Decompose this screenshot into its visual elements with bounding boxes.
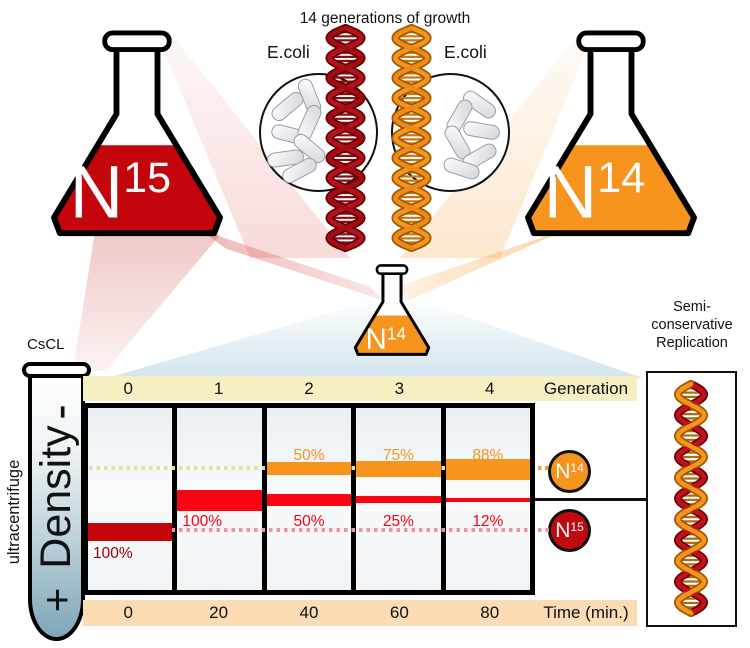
hybrid-band: [177, 490, 262, 511]
dna-helix-n14-icon: [391, 24, 432, 252]
generation-value: 0: [123, 378, 133, 398]
generation-column-2: 50% 50%: [266, 408, 352, 590]
generation-row-label: Generation: [543, 378, 629, 398]
n14-badge: N 14: [548, 450, 591, 493]
dna-helix-n15-icon: [325, 24, 366, 252]
band-percentage: 88%: [472, 447, 504, 464]
generation-value: 3: [394, 378, 405, 398]
band-percentage: 100%: [93, 545, 133, 562]
density-axis-label: Density: [32, 425, 80, 569]
time-value: 20: [209, 603, 229, 622]
centrifuge-tube-rim: [22, 362, 91, 378]
flask-small-n14: N14: [353, 264, 431, 356]
band-percentage: 50%: [293, 513, 325, 530]
n15-density-dotted-line: [89, 528, 529, 532]
generation-value: 4: [485, 378, 495, 398]
hybrid-band-connector-line: [535, 498, 646, 501]
generation-value: 1: [213, 378, 224, 398]
n15-density-dotted-line: [538, 528, 549, 532]
centrifuge-results-chart: 100% 100% 50% 50% 75% 25% 88% 12%: [83, 403, 535, 595]
flask-n15: N15: [51, 30, 223, 237]
generation-row: 0 1 2 3 4 Generation: [83, 376, 637, 401]
generation-column-1: 100%: [177, 408, 262, 590]
time-value: 0: [123, 603, 133, 622]
time-row: 0 20 40 60 80 Time (min.): [83, 600, 637, 626]
band-percentage: 75%: [382, 447, 414, 464]
n14-light-band: [266, 462, 352, 475]
dna-helix-hybrid-icon: [673, 380, 709, 617]
diagram-title: 14 generations of growth: [299, 10, 471, 27]
density-plus-sign: +: [33, 587, 80, 613]
n14-light-band: [445, 459, 531, 480]
flask-n14: N14: [525, 30, 697, 237]
hybrid-band: [266, 494, 352, 506]
time-value: 40: [299, 603, 319, 622]
band-percentage: 12%: [472, 513, 504, 530]
flask-small-n14-label: N14: [366, 323, 407, 356]
n15-heavy-band: [88, 523, 173, 541]
column-divider: [261, 408, 267, 590]
time-value: 80: [480, 603, 500, 622]
generation-value: 2: [304, 378, 314, 398]
flask-n15-label: N15: [70, 151, 171, 234]
semi-conservative-box: [646, 371, 737, 627]
hybrid-band: [445, 498, 531, 502]
ecoli-label-right: E.coli: [444, 42, 487, 62]
bacterium-icon: [461, 119, 502, 142]
column-divider: [440, 408, 446, 590]
column-divider: [172, 408, 178, 590]
generation-column-3: 75% 25%: [356, 408, 441, 590]
time-value: 60: [389, 603, 409, 622]
n14-light-band: [356, 461, 441, 477]
generation-column-0: 100%: [88, 408, 173, 590]
ecoli-label-left: E.coli: [267, 42, 310, 62]
time-row-label: Time (min.): [543, 603, 629, 622]
column-divider: [351, 408, 357, 590]
semi-conservative-caption: Semi- conservative Replication: [651, 299, 733, 351]
hybrid-band: [356, 496, 441, 503]
flask-n14-label: N14: [544, 151, 645, 234]
band-percentage: 50%: [293, 447, 325, 464]
cscl-label: CsCL: [27, 336, 65, 353]
ultracentrifuge-label: ultracentrifuge: [5, 459, 23, 565]
n14-density-dotted-line: [538, 466, 549, 470]
beam-n15-to-tube: [72, 235, 220, 371]
band-percentage: 100%: [182, 513, 223, 530]
generation-column-4: 88% 12%: [445, 408, 531, 590]
band-percentage: 25%: [382, 513, 414, 530]
n15-badge: N 15: [548, 509, 591, 552]
